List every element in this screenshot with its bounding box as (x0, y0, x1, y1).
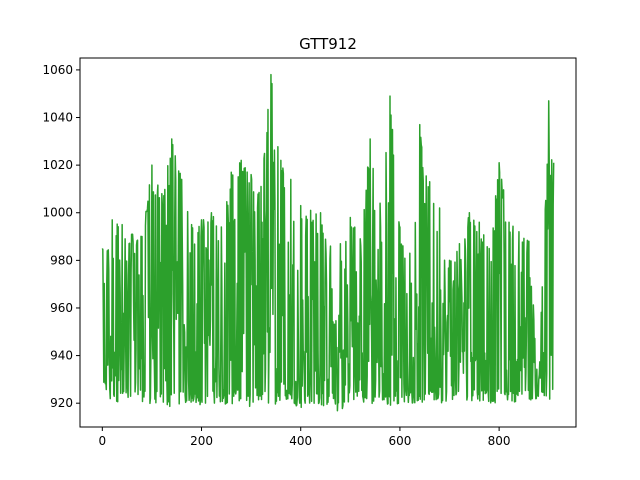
x-tick-label: 200 (190, 434, 213, 448)
series-group (101, 73, 555, 412)
y-tick-label: 1040 (42, 111, 73, 125)
y-tick-label: 960 (50, 301, 73, 315)
x-tick-label: 800 (488, 434, 511, 448)
y-tick-label: 920 (50, 396, 73, 410)
axes-frame (79, 57, 577, 428)
y-tick-label: 1020 (42, 158, 73, 172)
y-tick-label: 1000 (42, 206, 73, 220)
series-line (101, 73, 555, 412)
chart-title: GTT912 (299, 35, 357, 53)
y-axis: 920 940 960 980 1000 1020 1040 1060 (42, 63, 80, 410)
x-tick-label: 400 (289, 434, 312, 448)
x-tick-label: 600 (388, 434, 411, 448)
y-tick-label: 940 (50, 349, 73, 363)
y-tick-label: 1060 (42, 63, 73, 77)
x-tick-label: 0 (98, 434, 106, 448)
x-axis: 0 200 400 600 800 (98, 427, 511, 448)
y-tick-label: 980 (50, 253, 73, 267)
